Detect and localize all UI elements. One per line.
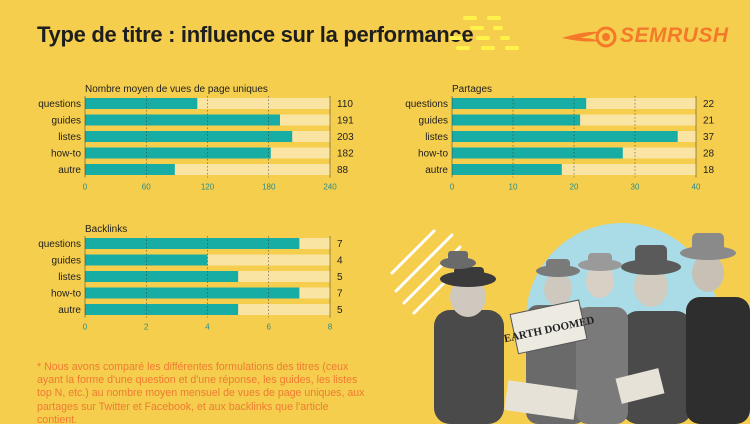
value-label: 21 bbox=[703, 116, 715, 127]
tick-label: 8 bbox=[328, 323, 333, 332]
tick-label: 0 bbox=[450, 183, 455, 192]
bar-questions bbox=[85, 238, 300, 249]
category-label: listes bbox=[425, 132, 448, 143]
tick-label: 180 bbox=[262, 183, 276, 192]
category-label: questions bbox=[38, 239, 81, 250]
value-label: 182 bbox=[337, 149, 354, 160]
tick-label: 30 bbox=[631, 183, 640, 192]
category-label: how-to bbox=[51, 149, 81, 160]
value-label: 18 bbox=[703, 165, 715, 176]
value-label: 191 bbox=[337, 116, 354, 127]
tick-label: 20 bbox=[570, 183, 579, 192]
bar-autre bbox=[85, 304, 239, 315]
tick-label: 240 bbox=[323, 183, 337, 192]
footnote: * Nous avons comparé les différentes for… bbox=[37, 361, 365, 424]
bar-how-to bbox=[85, 147, 271, 159]
category-label: how-to bbox=[418, 149, 448, 160]
bar-autre bbox=[85, 164, 175, 175]
tick-label: 120 bbox=[201, 183, 215, 192]
category-label: listes bbox=[58, 132, 81, 143]
value-label: 203 bbox=[337, 132, 354, 143]
bar-how-to bbox=[452, 147, 623, 159]
tick-label: 0 bbox=[83, 183, 88, 192]
tick-label: 0 bbox=[83, 323, 88, 332]
value-label: 37 bbox=[703, 132, 715, 143]
chart-title: Nombre moyen de vues de page uniques bbox=[85, 84, 268, 95]
chart-title: Partages bbox=[452, 84, 492, 95]
category-label: autre bbox=[58, 165, 81, 176]
bar-listes bbox=[85, 131, 293, 142]
category-label: autre bbox=[425, 165, 448, 176]
chart-shares: Partages questions 22 guides 21 listes 37 how-t… bbox=[405, 84, 715, 192]
bar-guides bbox=[452, 114, 581, 126]
category-label: questions bbox=[405, 99, 448, 110]
category-label: questions bbox=[38, 99, 81, 110]
value-label: 5 bbox=[337, 272, 343, 283]
value-label: 7 bbox=[337, 239, 343, 250]
value-label: 110 bbox=[337, 99, 353, 110]
page-title: Type de titre : influence sur la perform… bbox=[37, 22, 474, 47]
category-label: guides bbox=[419, 116, 448, 127]
category-label: autre bbox=[58, 305, 81, 316]
bar-questions bbox=[452, 98, 587, 109]
tick-label: 10 bbox=[509, 183, 518, 192]
bar-listes bbox=[85, 271, 239, 282]
value-label: 88 bbox=[337, 165, 349, 176]
value-label: 4 bbox=[337, 256, 343, 267]
category-label: guides bbox=[52, 256, 81, 267]
tick-label: 4 bbox=[205, 323, 210, 332]
category-label: how-to bbox=[51, 289, 81, 300]
tick-label: 6 bbox=[267, 323, 272, 332]
chart-unique-pageviews: Nombre moyen de vues de page uniques ques… bbox=[38, 84, 354, 192]
bar-questions bbox=[85, 98, 198, 109]
value-label: 5 bbox=[337, 305, 343, 316]
newspaper-crowd-illustration: EARTH DOOMED bbox=[390, 223, 750, 424]
value-label: 28 bbox=[703, 149, 715, 160]
fireball-icon bbox=[562, 26, 617, 48]
tick-label: 2 bbox=[144, 323, 149, 332]
tick-label: 40 bbox=[692, 183, 701, 192]
bar-guides bbox=[85, 254, 208, 266]
brand-name: SEMRUSH bbox=[620, 24, 729, 47]
bar-autre bbox=[452, 164, 562, 175]
semrush-logo: SEMRUSH bbox=[560, 22, 728, 54]
bar-guides bbox=[85, 114, 280, 126]
value-label: 22 bbox=[703, 99, 715, 110]
value-label: 7 bbox=[337, 289, 343, 300]
chart-backlinks: Backlinks questions 7 guides 4 listes 5 how-to 7… bbox=[38, 224, 343, 332]
tick-label: 60 bbox=[142, 183, 151, 192]
category-label: listes bbox=[58, 272, 81, 283]
bar-listes bbox=[452, 131, 678, 142]
chart-title: Backlinks bbox=[85, 224, 127, 235]
bar-how-to bbox=[85, 287, 300, 299]
category-label: guides bbox=[52, 116, 81, 127]
